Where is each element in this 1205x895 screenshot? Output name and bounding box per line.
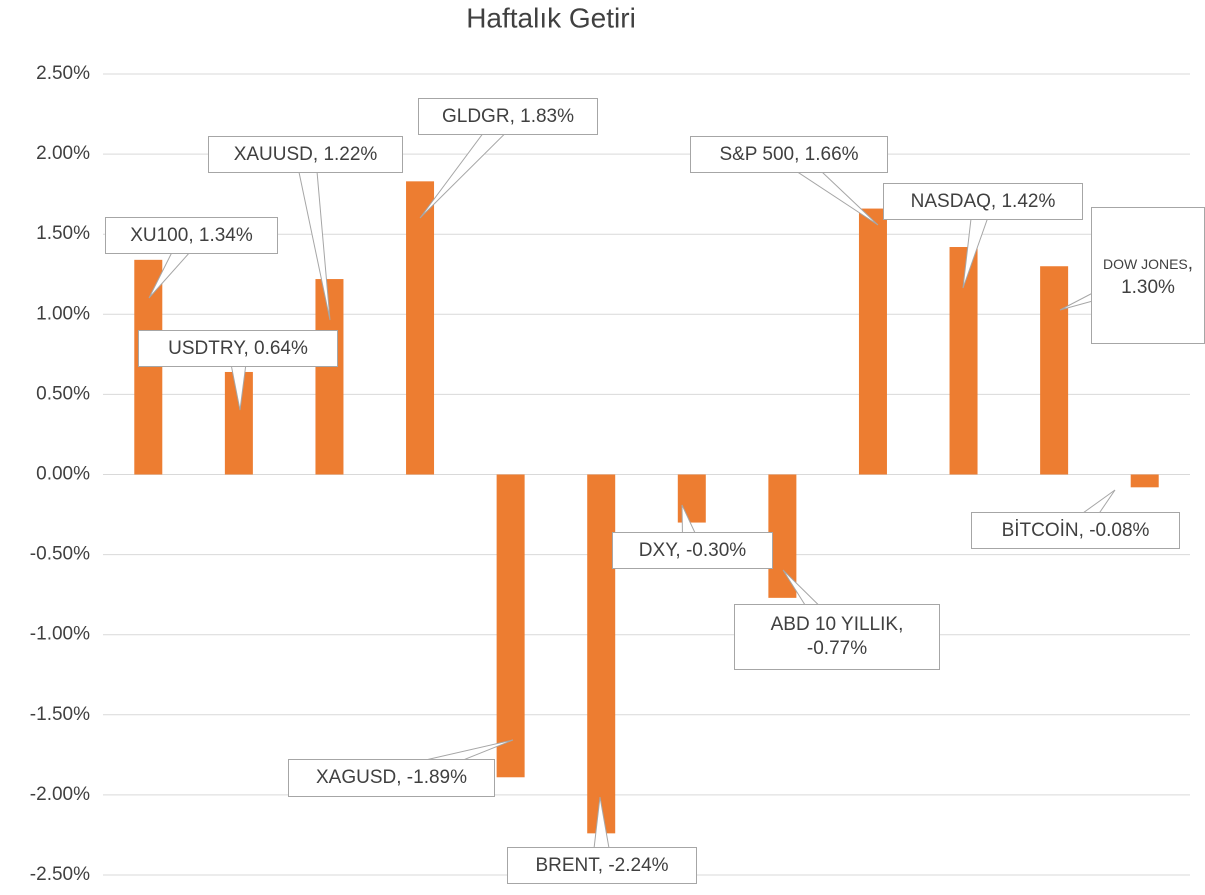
data-label: USDTRY, 0.64% bbox=[138, 330, 338, 367]
data-label: GLDGR, 1.83% bbox=[418, 98, 598, 135]
label-category: NASDAQ bbox=[910, 190, 991, 212]
bar bbox=[1040, 266, 1069, 475]
label-category: GLDGR bbox=[441, 105, 510, 127]
label-value: -2.24% bbox=[608, 854, 669, 876]
y-tick-label: 2.00% bbox=[36, 143, 90, 164]
label-value: 1.22% bbox=[323, 143, 378, 165]
label-category: BRENT bbox=[535, 854, 598, 876]
y-tick-label: 0.00% bbox=[36, 464, 90, 485]
y-tick-label: -2.00% bbox=[30, 784, 90, 805]
y-tick-label: 0.50% bbox=[36, 383, 90, 404]
data-label: DOW JONES, 1.30% bbox=[1091, 207, 1205, 344]
data-label: XU100, 1.34% bbox=[105, 217, 278, 254]
data-label: ABD 10 YILLIK, -0.77% bbox=[734, 604, 940, 670]
data-label-text: XU100, 1.34% bbox=[130, 224, 253, 246]
label-category: S&P 500 bbox=[719, 143, 795, 165]
label-category: BİTCOİN bbox=[1001, 519, 1079, 541]
data-label-text: XAUUSD, 1.22% bbox=[233, 143, 378, 165]
label-category: DOW JONES bbox=[1102, 255, 1188, 272]
y-tick-label: 1.50% bbox=[36, 223, 90, 244]
data-label-text: NASDAQ, 1.42% bbox=[910, 190, 1056, 212]
data-label: BRENT, -2.24% bbox=[507, 847, 697, 884]
label-value: -0.08% bbox=[1089, 519, 1150, 541]
label-value: 1.30% bbox=[1121, 276, 1175, 298]
bar bbox=[496, 474, 525, 778]
label-category: USDTRY bbox=[168, 337, 244, 359]
bar bbox=[768, 474, 797, 598]
label-value: -1.89% bbox=[406, 767, 467, 788]
label-category: DXY bbox=[638, 539, 676, 561]
bar bbox=[587, 474, 616, 834]
data-label: BİTCOİN, -0.08% bbox=[971, 512, 1180, 549]
data-label-text: ABD 10 YILLIK, -0.77% bbox=[770, 614, 904, 659]
y-tick-label: -1.00% bbox=[30, 624, 90, 645]
label-category: XAGUSD bbox=[315, 767, 397, 788]
data-label-text: DOW JONES, 1.30% bbox=[1102, 252, 1194, 298]
data-label-text: GLDGR, 1.83% bbox=[441, 105, 574, 127]
label-value: -0.30% bbox=[685, 539, 747, 561]
data-label: NASDAQ, 1.42% bbox=[883, 183, 1083, 220]
data-label-text: S&P 500, 1.66% bbox=[719, 143, 859, 165]
callout-pointer bbox=[295, 152, 331, 321]
y-tick-label: 1.00% bbox=[36, 303, 90, 324]
label-value: 1.42% bbox=[1001, 190, 1056, 212]
chart-title: Haftalık Getiri bbox=[466, 2, 636, 33]
bar bbox=[406, 181, 435, 475]
data-label: DXY, -0.30% bbox=[612, 532, 773, 569]
label-value: 1.34% bbox=[198, 224, 253, 246]
data-label: S&P 500, 1.66% bbox=[690, 136, 888, 173]
label-category: ABD 10 YILLIK bbox=[770, 614, 899, 635]
data-label: XAGUSD, -1.89% bbox=[288, 759, 495, 797]
bar bbox=[134, 259, 163, 475]
data-label-text: BRENT, -2.24% bbox=[535, 854, 669, 876]
label-category: XU100 bbox=[130, 224, 189, 246]
data-label-text: USDTRY, 0.64% bbox=[168, 337, 308, 359]
y-tick-label: -1.50% bbox=[30, 704, 90, 725]
label-category: XAUUSD bbox=[233, 143, 313, 165]
label-value: 0.64% bbox=[254, 337, 308, 359]
data-label: XAUUSD, 1.22% bbox=[208, 136, 403, 173]
data-label-text: XAGUSD, -1.89% bbox=[315, 767, 467, 788]
data-label-text: BİTCOİN, -0.08% bbox=[1001, 519, 1150, 541]
bar bbox=[1130, 474, 1159, 488]
data-label-text: DXY, -0.30% bbox=[638, 539, 747, 561]
y-tick-label: -2.50% bbox=[30, 864, 90, 885]
label-value: -0.77% bbox=[806, 638, 868, 659]
y-tick-label: 2.50% bbox=[36, 63, 90, 84]
label-value: 1.66% bbox=[804, 143, 859, 165]
y-tick-label: -0.50% bbox=[30, 544, 90, 565]
bar bbox=[858, 208, 887, 475]
label-value: 1.83% bbox=[520, 105, 574, 127]
